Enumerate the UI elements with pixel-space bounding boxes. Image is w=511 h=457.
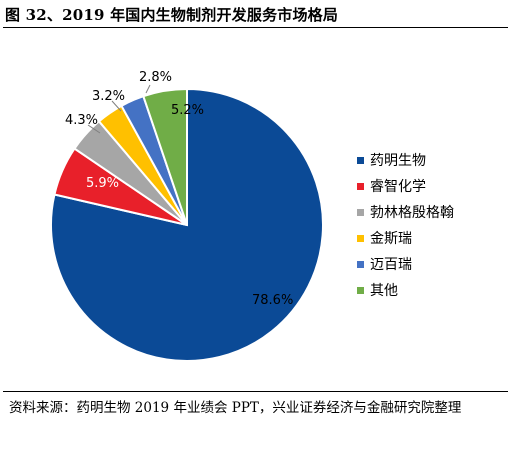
pie-slice-6: [142, 87, 188, 226]
source-note: 资料来源：药明生物 2019 年业绩会 PPT，兴业证券经济与金融研究院整理: [9, 400, 462, 416]
legend-item-1: 药明生物: [357, 147, 454, 173]
data-label-2: 5.9%: [86, 176, 119, 191]
legend-item-3: 勃林格殷格翰: [357, 199, 454, 225]
data-label-6: 5.2%: [171, 103, 204, 118]
legend: 药明生物睿智化学勃林格殷格翰 金斯瑞迈百瑞其他: [357, 147, 454, 303]
legend-label: 金斯瑞: [370, 231, 412, 247]
legend-label: 药明生物: [370, 153, 426, 169]
legend-swatch: [357, 260, 364, 268]
legend-swatch: [357, 286, 364, 294]
title-divider: [3, 27, 508, 28]
legend-swatch: [357, 208, 364, 216]
legend-label: 其他: [370, 283, 398, 299]
leader-line-4: [111, 100, 122, 112]
leader-line-3: [87, 124, 101, 134]
legend-item-5: 迈百瑞: [357, 251, 454, 277]
data-label-4: 3.2%: [92, 89, 125, 104]
data-label-5: 2.8%: [139, 70, 172, 85]
data-label-3: 4.3%: [65, 113, 98, 128]
legend-swatch: [357, 156, 364, 164]
leader-line-5: [145, 84, 151, 94]
data-label-1: 78.6%: [252, 293, 293, 308]
legend-item-4: 金斯瑞: [357, 225, 454, 251]
legend-item-2: 睿智化学: [357, 173, 454, 199]
legend-label: 迈百瑞: [370, 257, 412, 273]
legend-swatch: [357, 182, 364, 190]
legend-item-6: 其他: [357, 277, 454, 303]
legend-label: 睿智化学: [370, 179, 426, 195]
chart-title: 图 32、2019 年国内生物制剂开发服务市场格局: [5, 6, 339, 24]
legend-swatch: [357, 234, 364, 242]
source-divider: [3, 391, 508, 392]
pie-slice-1: [50, 87, 324, 362]
legend-label: 勃林格殷格翰: [370, 205, 454, 221]
